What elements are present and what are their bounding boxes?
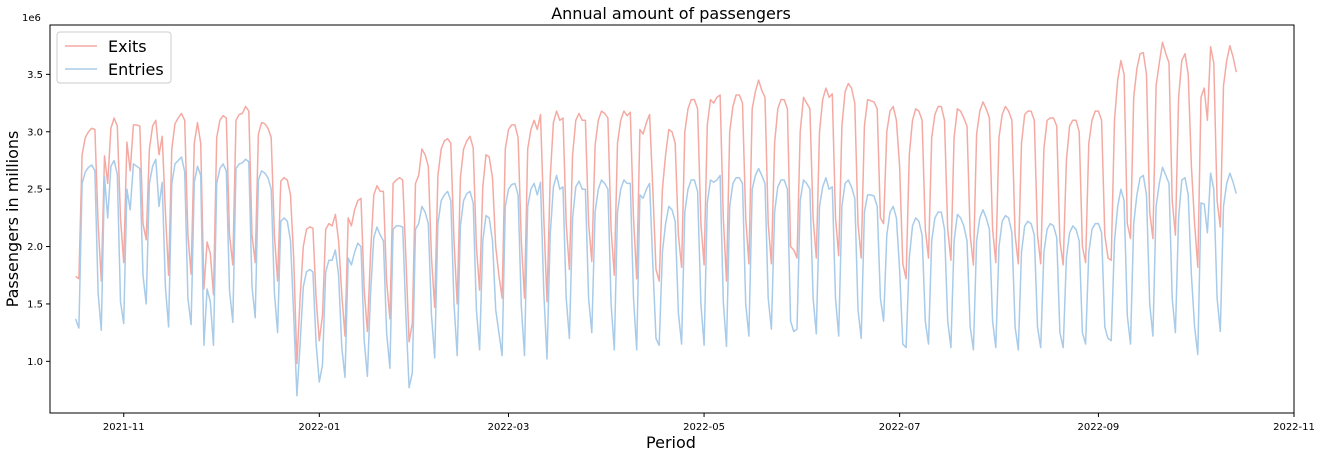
x-tick-label: 2022-11 [1273,422,1315,433]
y-axis-label: Passengers in millions [3,131,22,308]
y-tick-label: 2.0 [27,242,43,253]
series-line-exits [75,41,1238,365]
y-tick-label: 1.0 [27,357,43,368]
x-tick-label: 2022-05 [683,422,725,433]
x-axis: 2021-11 2022-01 2022-03 2022-05 2022-07 2022-… [103,413,1315,433]
x-tick-label: 2022-07 [879,422,921,433]
y-tick-label: 3.5 [27,70,43,81]
y-tick-label: 1.5 [27,299,43,310]
chart-title: Annual amount of passengers [551,4,791,23]
series-line-entries [74,156,1238,397]
y-axis: 1.0 1.5 2.0 2.5 3.0 3.5 [27,70,50,368]
x-tick-label: 2022-03 [488,422,530,433]
legend-label-entries: Entries [108,60,164,79]
legend-label-exits: Exits [108,37,147,56]
legend: Exits Entries [56,31,172,84]
x-axis-label: Period [646,433,696,452]
y-tick-label: 3.0 [27,127,43,138]
x-tick-label: 2021-11 [103,422,145,433]
plot-area [49,24,1295,414]
y-tick-label: 2.5 [27,185,43,196]
y-offset-label: 1e6 [22,13,41,24]
legend-box [56,31,172,84]
x-tick-label: 2022-09 [1078,422,1120,433]
x-tick-label: 2022-01 [298,422,340,433]
series-lines [74,41,1238,397]
